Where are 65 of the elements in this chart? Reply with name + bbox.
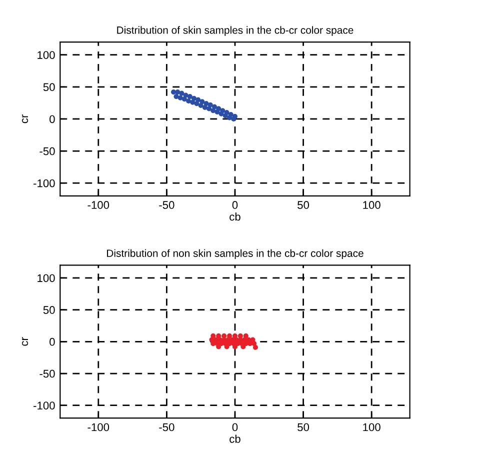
- point: [208, 102, 213, 108]
- point: [231, 116, 236, 122]
- x-tick-label: 50: [298, 201, 310, 209]
- x-tick-label: -100: [88, 201, 110, 209]
- point: [250, 337, 256, 342]
- chart-title: Distribution of non skin samples in the cb-cr color space: [107, 249, 364, 260]
- point: [226, 115, 232, 120]
- point: [243, 333, 248, 338]
- point: [226, 333, 232, 338]
- point: [175, 90, 180, 95]
- point: [232, 333, 238, 338]
- point: [206, 106, 212, 112]
- point: [240, 344, 246, 350]
- point: [243, 341, 248, 346]
- point: [190, 100, 196, 105]
- point: [232, 344, 238, 350]
- point: [200, 99, 205, 104]
- point: [198, 102, 204, 108]
- point: [252, 344, 258, 350]
- x-tick-label: 0: [232, 201, 238, 209]
- y-axis-title: cr: [22, 114, 28, 124]
- point: [186, 98, 192, 104]
- point: [187, 94, 192, 100]
- point: [182, 96, 187, 102]
- point: [252, 341, 257, 346]
- y-tick-label: -50: [40, 147, 55, 156]
- point: [238, 333, 243, 338]
- y-tick-label: -100: [34, 179, 55, 188]
- point: [178, 95, 183, 100]
- x-tick-label: -50: [159, 423, 174, 432]
- y-tick-label: 50: [43, 83, 55, 92]
- point: [222, 113, 228, 118]
- point: [216, 333, 222, 338]
- y-tick-label: 0: [50, 115, 55, 124]
- y-tick-label: 100: [38, 51, 55, 59]
- point: [204, 101, 209, 106]
- point: [194, 101, 200, 106]
- chart-title: Distribution of skin samples in the cb-cr color space: [117, 26, 354, 36]
- point: [196, 97, 201, 102]
- point: [212, 104, 218, 110]
- y-tick-label: 0: [50, 338, 55, 346]
- x-tick-label: -50: [159, 201, 174, 209]
- y-tick-label: 50: [43, 306, 55, 314]
- x-tick-label: 100: [363, 423, 380, 432]
- point: [179, 90, 184, 96]
- point: [174, 94, 179, 100]
- point: [222, 333, 227, 338]
- point: [202, 104, 208, 110]
- y-tick-label: -50: [40, 370, 55, 378]
- point: [216, 344, 222, 350]
- x-axis-title: cb: [230, 212, 240, 221]
- point: [235, 341, 240, 346]
- point: [214, 109, 220, 114]
- point: [218, 111, 224, 116]
- point: [210, 108, 216, 114]
- point: [210, 341, 216, 346]
- y-axis-title: cr: [22, 337, 28, 346]
- x-tick-label: 0: [232, 423, 238, 432]
- x-tick-label: 50: [298, 423, 310, 432]
- point: [210, 333, 216, 338]
- y-tick-label: 100: [38, 274, 55, 282]
- x-tick-label: 100: [363, 201, 380, 209]
- x-tick-label: -100: [88, 423, 110, 432]
- y-tick-label: -100: [34, 402, 55, 410]
- x-axis-title: cb: [230, 434, 240, 443]
